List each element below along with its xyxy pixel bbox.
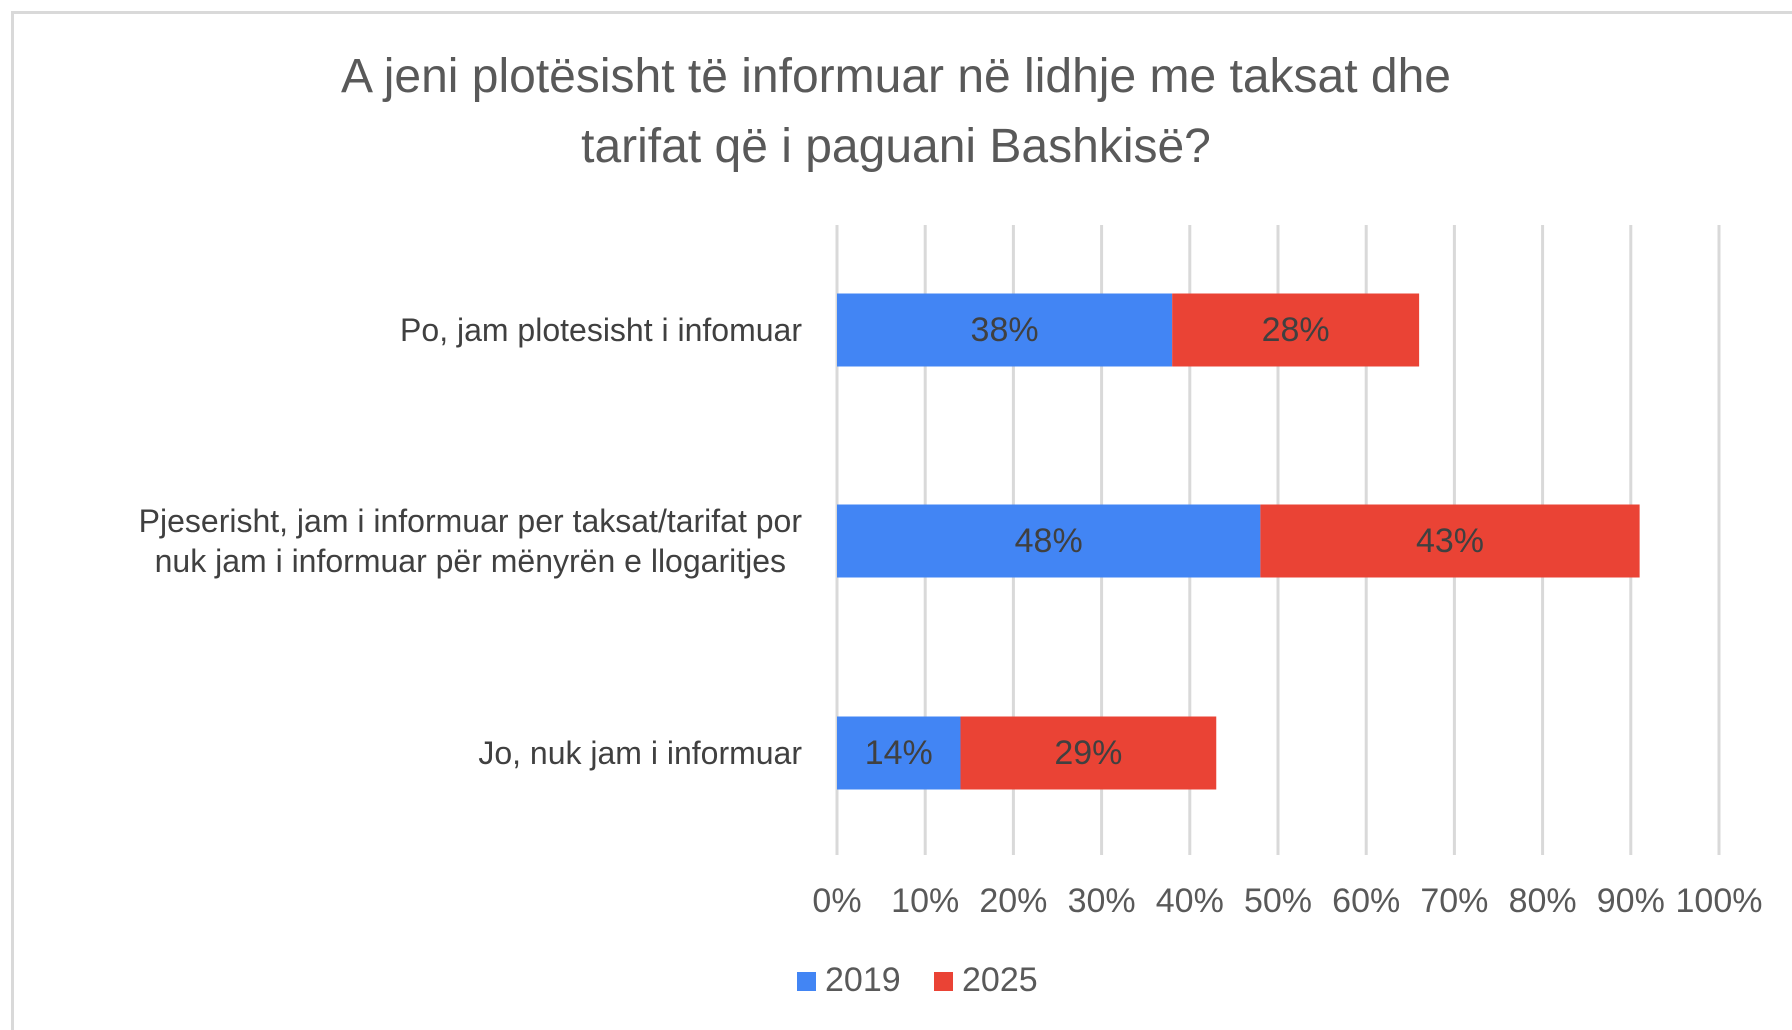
x-tick-label: 10% — [891, 882, 959, 920]
value-label: 48% — [1015, 522, 1083, 560]
x-tick-label: 100% — [1676, 882, 1763, 920]
chart-frame — [11, 11, 1792, 1030]
bar-segment — [1172, 293, 1420, 367]
category-label: Jo, nuk jam i informuar — [478, 735, 802, 771]
bar-segment — [960, 716, 1217, 790]
value-label: 28% — [1262, 311, 1330, 349]
bar-segment — [837, 716, 961, 790]
x-tick-label: 90% — [1597, 882, 1665, 920]
x-tick-label: 70% — [1420, 882, 1488, 920]
category-label: Po, jam plotesisht i infomuar — [400, 312, 802, 348]
value-label: 38% — [971, 311, 1039, 349]
bar-segment — [837, 293, 1173, 367]
legend-label: 2025 — [962, 961, 1038, 999]
x-tick-label: 40% — [1156, 882, 1224, 920]
legend-swatch — [797, 972, 816, 991]
chart-title: A jeni plotësisht të informuar në lidhje… — [341, 50, 1451, 173]
bar-segment — [837, 504, 1261, 578]
bar-segment — [1260, 504, 1640, 578]
legend-label: 2019 — [825, 961, 901, 999]
x-tick-label: 50% — [1244, 882, 1312, 920]
value-label: 29% — [1054, 734, 1122, 772]
value-label: 14% — [865, 734, 933, 772]
x-tick-label: 60% — [1332, 882, 1400, 920]
x-tick-label: 80% — [1509, 882, 1577, 920]
legend-swatch — [934, 972, 953, 991]
x-tick-label: 30% — [1068, 882, 1136, 920]
value-label: 43% — [1416, 522, 1484, 560]
x-tick-label: 0% — [812, 882, 861, 920]
x-tick-label: 20% — [979, 882, 1047, 920]
category-label: Pjeserisht, jam i informuar per taksat/t… — [138, 503, 802, 579]
